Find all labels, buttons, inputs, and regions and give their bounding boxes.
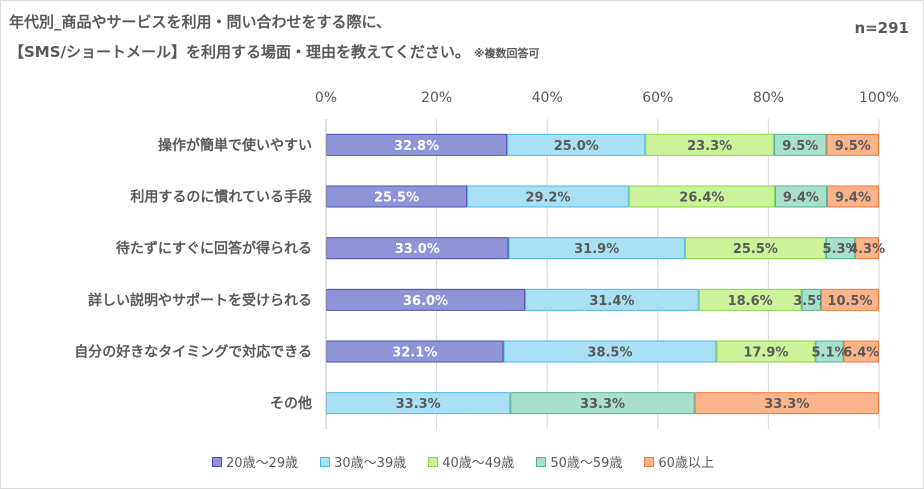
bar-segment bbox=[855, 237, 880, 260]
bar-segment bbox=[826, 185, 879, 208]
sample-size: n=291 bbox=[854, 19, 909, 37]
data-label: 29.2% bbox=[525, 191, 570, 206]
legend-swatch bbox=[320, 456, 331, 467]
category-label: 利用するのに慣れている手段 bbox=[130, 189, 312, 206]
data-label: 33.3% bbox=[396, 397, 441, 412]
data-label: 31.4% bbox=[589, 294, 634, 309]
bar-segment bbox=[820, 288, 879, 311]
chart-title-line1: 年代別_商品やサービスを利用・問い合わせをする際に、 bbox=[9, 13, 392, 31]
bar-segment bbox=[716, 340, 816, 363]
bar-segment bbox=[843, 340, 879, 363]
chart-title-line2: 【SMS/ショートメール】を利用する場面・理由を教えてください。 ※複数回答可 bbox=[9, 41, 540, 62]
bar-segment bbox=[503, 340, 717, 363]
data-label: 9.5% bbox=[835, 139, 871, 154]
data-label: 32.8% bbox=[394, 139, 439, 154]
multiple-answer-note: ※複数回答可 bbox=[473, 47, 540, 60]
bar-segment bbox=[698, 288, 802, 311]
legend-label: 50歳～59歳 bbox=[550, 456, 623, 471]
legend-label: 20歳～29歳 bbox=[226, 456, 299, 471]
bar-segment bbox=[507, 133, 646, 156]
data-label: 9.4% bbox=[783, 191, 819, 206]
x-tick-label: 20% bbox=[421, 90, 452, 106]
legend-label: 30歳～39歳 bbox=[334, 456, 407, 471]
data-label: 38.5% bbox=[587, 346, 632, 361]
bar-segment bbox=[508, 237, 685, 260]
data-label: 25.5% bbox=[374, 191, 419, 206]
x-tick-label: 0% bbox=[315, 90, 337, 106]
legend-swatch bbox=[536, 456, 547, 467]
bar-segment bbox=[826, 133, 879, 156]
category-label: 操作が簡単で使いやすい bbox=[158, 137, 312, 154]
chart-legend: 20歳～29歳 30歳～39歳 40歳～49歳 50歳～59歳 60歳以上 bbox=[1, 452, 924, 471]
data-label: 33.3% bbox=[764, 397, 809, 412]
data-label: 9.5% bbox=[782, 139, 818, 154]
data-label: 6.4% bbox=[843, 346, 879, 361]
x-tick-label: 80% bbox=[753, 90, 784, 106]
data-label: 33.3% bbox=[580, 397, 625, 412]
bar-segment bbox=[801, 288, 821, 311]
x-tick-label: 40% bbox=[532, 90, 563, 106]
bar-segment bbox=[825, 237, 856, 260]
category-label: 自分の好きなタイミングで対応できる bbox=[74, 344, 312, 361]
category-label: その他 bbox=[270, 395, 312, 412]
data-label: 26.4% bbox=[679, 191, 724, 206]
legend-item: 50歳～59歳 bbox=[536, 452, 622, 471]
legend-label: 60歳以上 bbox=[658, 456, 714, 471]
category-label: 詳しい説明やサポートを受けられる bbox=[88, 292, 312, 309]
data-label: 3.5% bbox=[793, 294, 829, 309]
legend-swatch bbox=[428, 456, 439, 467]
chart-title-text: 【SMS/ショートメール】を利用する場面・理由を教えてください。 bbox=[9, 43, 470, 61]
legend-swatch bbox=[212, 456, 223, 467]
x-tick-label: 100% bbox=[859, 90, 899, 106]
category-label: 待たずにすぐに回答が得られる bbox=[116, 240, 312, 257]
bar-segment bbox=[684, 237, 826, 260]
data-label: 33.0% bbox=[395, 242, 440, 257]
data-label: 5.1% bbox=[811, 346, 847, 361]
data-label: 25.0% bbox=[554, 139, 599, 154]
x-tick-label: 60% bbox=[642, 90, 673, 106]
data-label: 32.1% bbox=[392, 346, 437, 361]
bar-segment bbox=[525, 288, 699, 311]
bar-segment bbox=[467, 185, 629, 208]
data-label: 23.3% bbox=[687, 139, 732, 154]
bar-segment bbox=[774, 133, 827, 156]
bar-segment bbox=[774, 185, 827, 208]
data-label: 5.3% bbox=[823, 242, 859, 257]
bar-segment bbox=[628, 185, 775, 208]
bar-segment bbox=[694, 392, 880, 415]
data-label: 31.9% bbox=[574, 242, 619, 257]
legend-item: 60歳以上 bbox=[644, 452, 714, 471]
legend-swatch bbox=[644, 456, 655, 467]
bar-segment bbox=[510, 392, 695, 415]
data-label: 4.3% bbox=[849, 242, 885, 257]
legend-label: 40歳～49歳 bbox=[442, 456, 515, 471]
bar-segment bbox=[815, 340, 844, 363]
bar-segment bbox=[645, 133, 775, 156]
legend-item: 20歳～29歳 bbox=[212, 452, 298, 471]
data-label: 18.6% bbox=[728, 294, 773, 309]
data-label: 10.5% bbox=[827, 294, 872, 309]
data-label: 25.5% bbox=[733, 242, 778, 257]
legend-item: 30歳～39歳 bbox=[320, 452, 406, 471]
legend-item: 40歳～49歳 bbox=[428, 452, 514, 471]
data-label: 36.0% bbox=[403, 294, 448, 309]
data-label: 17.9% bbox=[743, 346, 788, 361]
data-label: 9.4% bbox=[835, 191, 871, 206]
